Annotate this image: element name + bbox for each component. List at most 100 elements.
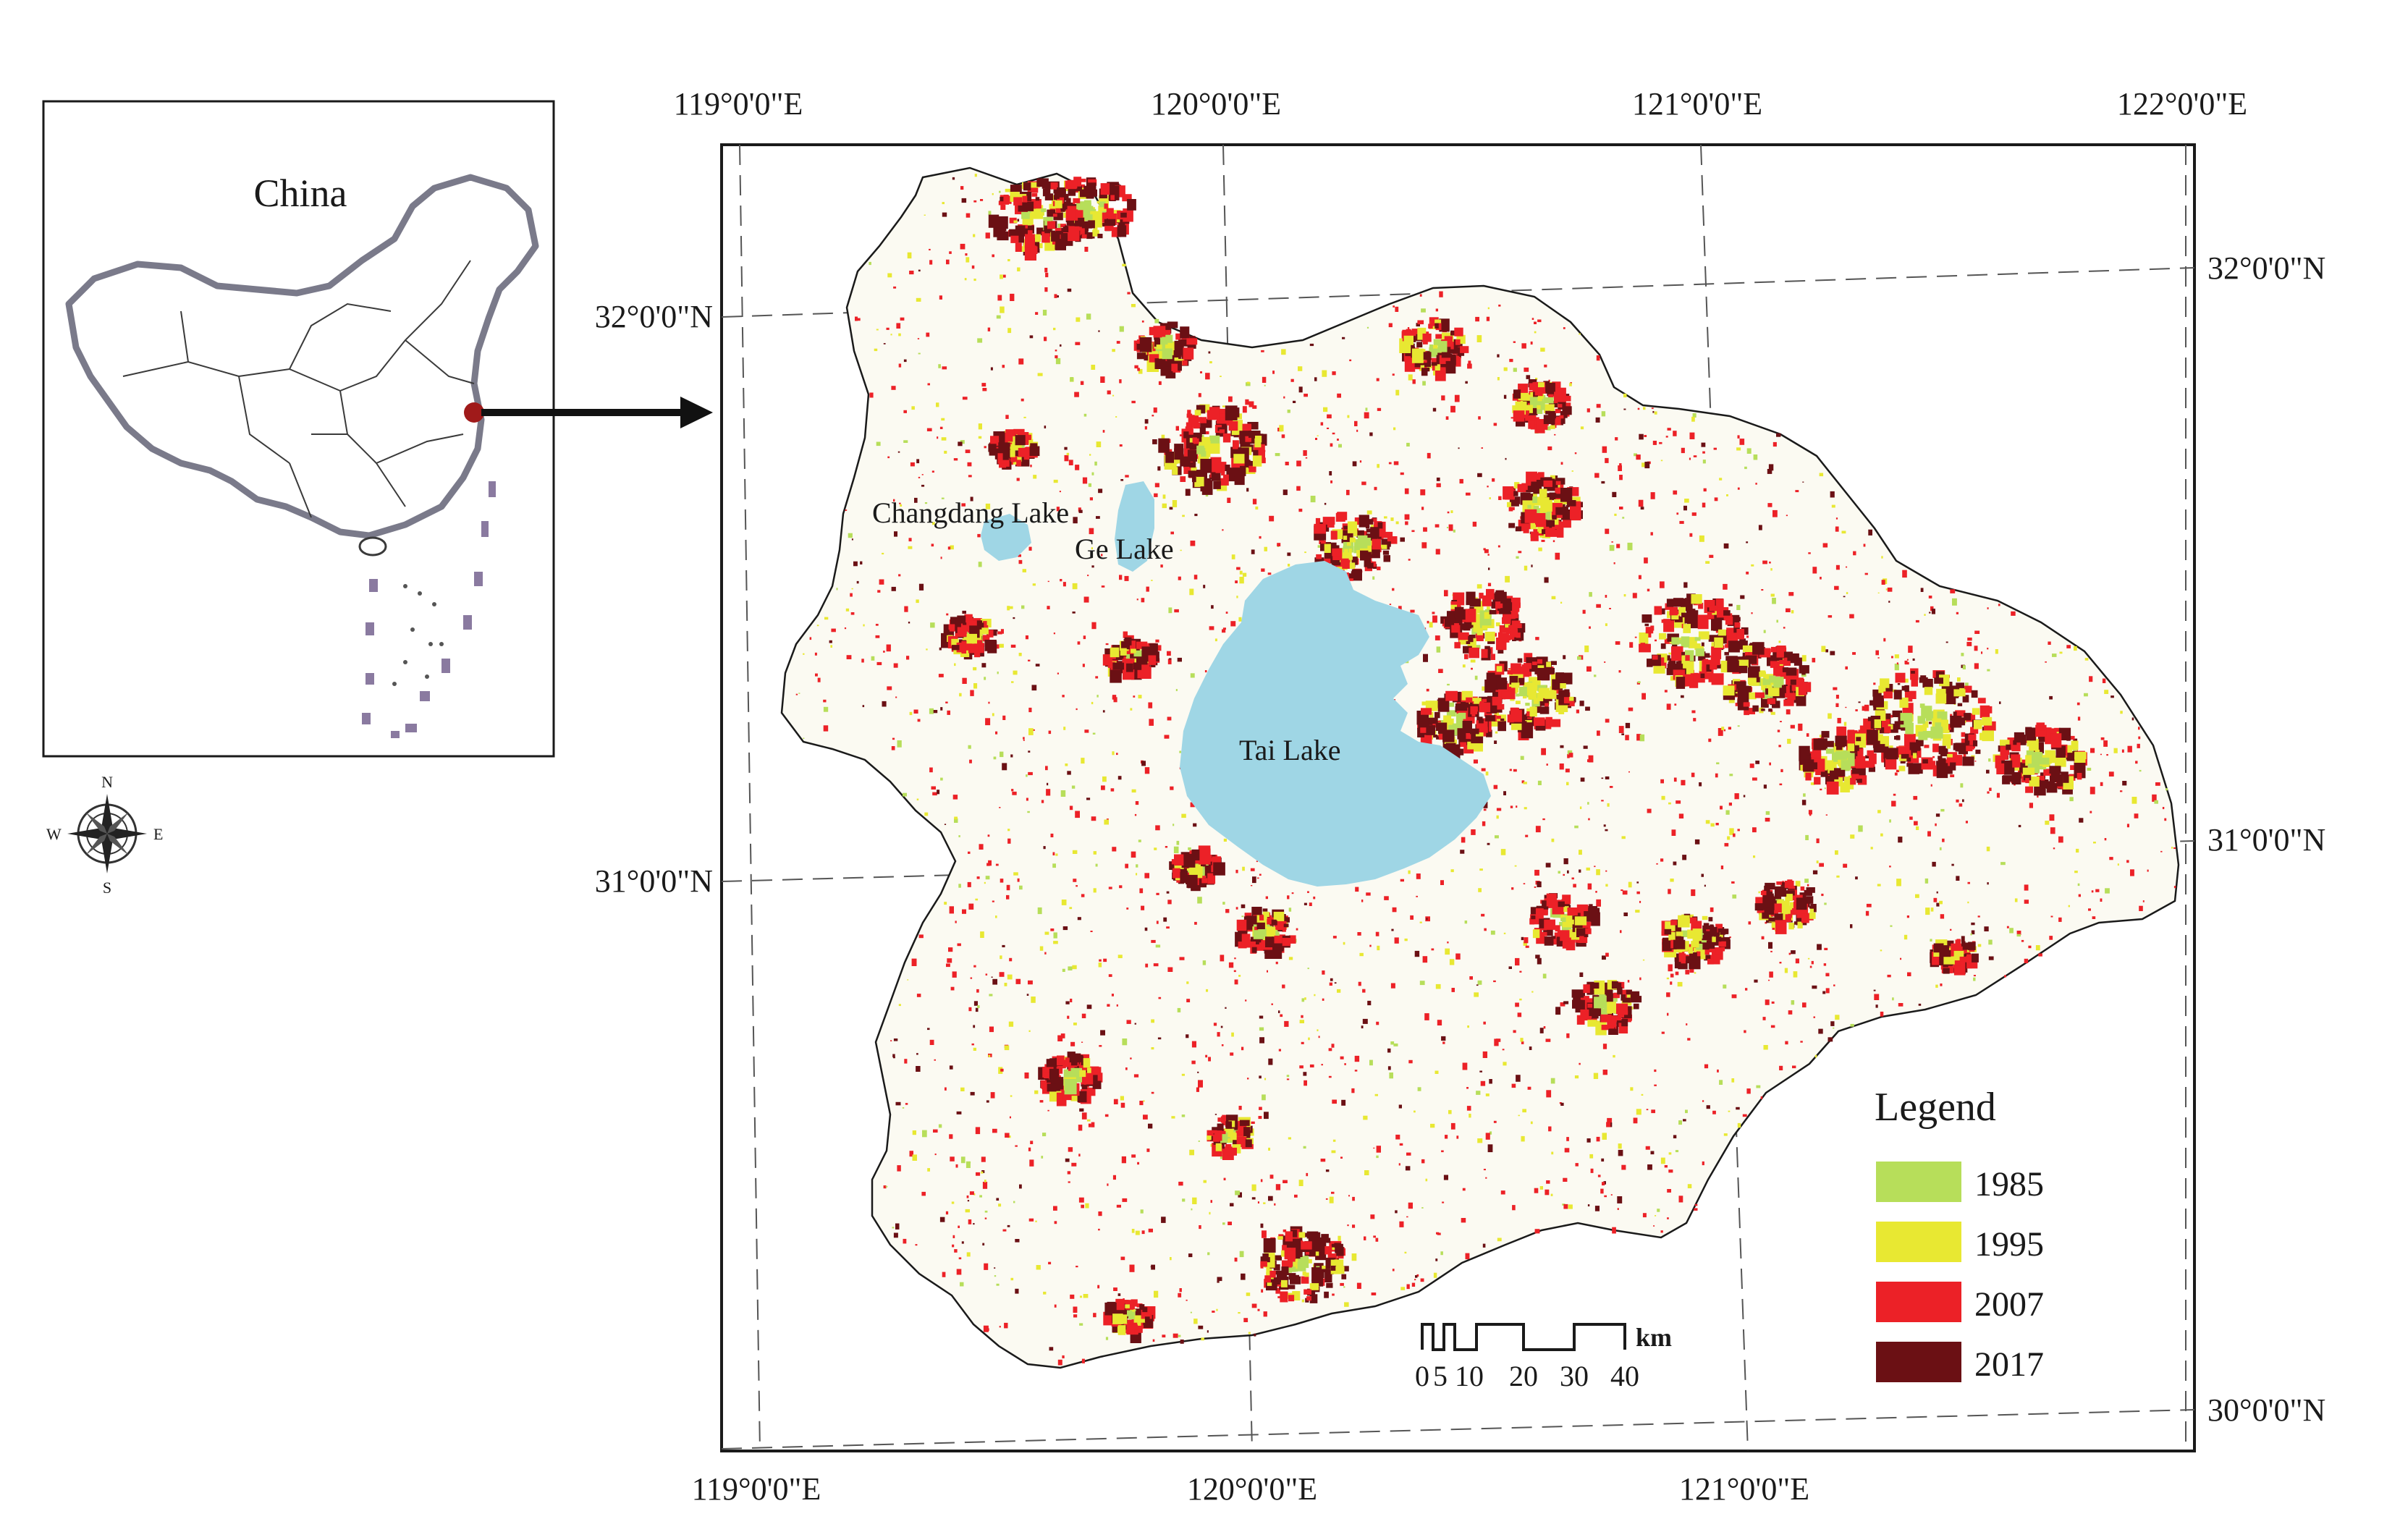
urban-speckle [1691, 710, 1696, 714]
urban-speckle [1605, 776, 1610, 779]
urban-speckle [1405, 1166, 1411, 1171]
urban-speckle [1205, 1054, 1208, 1058]
urban-speckle [1004, 1322, 1008, 1329]
urban-speckle [1283, 1180, 1288, 1183]
urban-cluster-patch [1550, 661, 1557, 665]
urban-cluster-patch [974, 653, 981, 658]
urban-speckle [1957, 703, 1963, 706]
urban-cluster-patch [1250, 936, 1256, 942]
urban-cluster-patch [1549, 719, 1561, 727]
urban-speckle [1157, 1037, 1162, 1040]
urban-cluster-patch [1262, 908, 1268, 912]
urban-speckle [1521, 1135, 1525, 1142]
urban-speckle [2164, 818, 2167, 821]
urban-speckle [2100, 898, 2103, 902]
urban-speckle [958, 884, 961, 888]
urban-speckle [929, 248, 931, 250]
urban-speckle [1138, 368, 1143, 374]
urban-speckle [1605, 719, 1610, 723]
urban-speckle [1015, 1288, 1019, 1294]
urban-speckle [961, 198, 967, 203]
urban-cluster-patch [1518, 687, 1527, 697]
urban-speckle [1660, 1230, 1663, 1233]
pointer-arrow [481, 397, 713, 428]
urban-speckle [1060, 579, 1062, 582]
urban-speckle [1877, 810, 1881, 813]
urban-cluster-patch [1359, 515, 1369, 528]
urban-speckle [1487, 554, 1490, 556]
urban-cluster-patch [1436, 735, 1441, 740]
urban-speckle [1325, 1198, 1328, 1200]
urban-speckle [1252, 499, 1257, 504]
urban-speckle [1448, 524, 1453, 531]
urban-speckle [1093, 851, 1097, 855]
urban-cluster-patch [1881, 756, 1887, 763]
urban-speckle [1577, 656, 1581, 660]
urban-speckle [1605, 870, 1607, 872]
urban-speckle [984, 677, 986, 680]
urban-speckle [1891, 656, 1893, 659]
urban-speckle [1352, 461, 1357, 467]
urban-speckle [1081, 1013, 1086, 1018]
urban-speckle [1337, 393, 1341, 398]
urban-speckle [1940, 808, 1945, 812]
urban-speckle [1481, 913, 1485, 917]
urban-speckle [1083, 596, 1089, 603]
urban-cluster-patch [1535, 908, 1544, 919]
urban-speckle [1788, 592, 1794, 596]
urban-speckle [1551, 838, 1555, 842]
urban-speckle [1600, 1188, 1604, 1194]
urban-speckle [970, 1091, 975, 1096]
urban-speckle [1636, 891, 1640, 894]
urban-speckle [1203, 585, 1206, 588]
urban-cluster-patch [1174, 854, 1186, 866]
urban-speckle [1252, 405, 1257, 409]
urban-speckle [2120, 790, 2123, 792]
urban-speckle [1967, 881, 1970, 884]
urban-cluster-patch [1932, 743, 1939, 753]
urban-speckle [1559, 921, 1563, 926]
urban-speckle [1044, 931, 1049, 935]
urban-speckle [1575, 1163, 1579, 1167]
urban-cluster-patch [1047, 209, 1055, 217]
urban-cluster-patch [1196, 445, 1206, 454]
urban-speckle [1611, 541, 1613, 543]
urban-cluster-patch [1770, 646, 1777, 653]
urban-speckle [1222, 902, 1225, 905]
urban-cluster-patch [1057, 187, 1066, 198]
urban-cluster-patch [1752, 642, 1765, 655]
urban-cluster-patch [1593, 982, 1600, 989]
urban-cluster-patch [1026, 434, 1031, 440]
urban-speckle [2126, 824, 2129, 828]
urban-speckle [1186, 981, 1189, 984]
urban-speckle [1618, 670, 1621, 673]
urban-speckle [2028, 945, 2032, 949]
urban-speckle [1881, 580, 1885, 585]
urban-speckle [1264, 546, 1267, 551]
urban-cluster-patch [1420, 727, 1428, 733]
urban-speckle [1130, 1057, 1132, 1059]
urban-speckle [1257, 1308, 1260, 1311]
urban-speckle [851, 588, 853, 590]
urban-cluster-patch [1239, 921, 1245, 926]
urban-speckle [893, 286, 897, 289]
urban-speckle [1138, 695, 1142, 699]
urban-speckle [1748, 921, 1752, 925]
urban-speckle [1231, 554, 1235, 559]
urban-speckle [1673, 777, 1677, 782]
inset-map: China [42, 100, 555, 758]
urban-speckle [1496, 808, 1502, 811]
urban-speckle [1081, 1112, 1087, 1120]
urban-speckle [1392, 1269, 1395, 1272]
urban-speckle [1776, 433, 1781, 437]
urban-cluster-patch [1068, 187, 1076, 196]
urban-cluster-patch [1531, 915, 1536, 920]
urban-speckle [1202, 960, 1207, 965]
urban-cluster-patch [990, 436, 1000, 446]
urban-speckle [940, 707, 943, 711]
urban-speckle [1052, 863, 1056, 868]
urban-speckle [1209, 1211, 1211, 1215]
urban-speckle [981, 663, 986, 668]
urban-speckle [2090, 787, 2095, 795]
urban-speckle [2016, 931, 2021, 935]
